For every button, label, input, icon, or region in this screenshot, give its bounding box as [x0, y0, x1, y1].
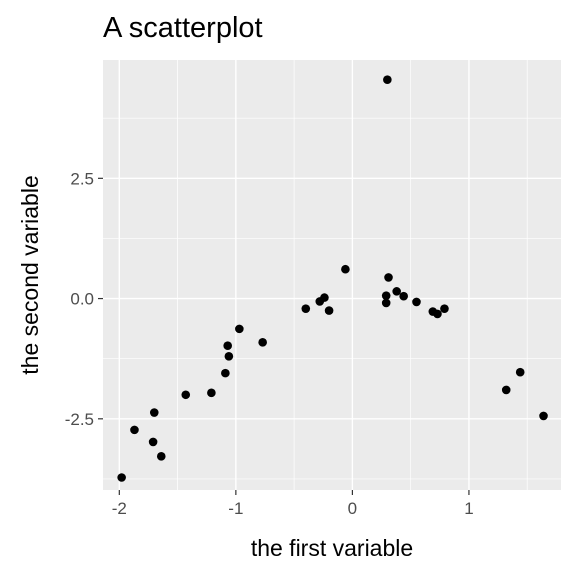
data-point [381, 291, 391, 300]
x-tick-label: -2 [112, 499, 127, 518]
y-axis: -2.5 0.0 2.5 [65, 169, 103, 429]
y-axis-title: the second variable [17, 175, 43, 374]
data-point [235, 324, 244, 334]
data-point [324, 306, 334, 315]
data-point [207, 388, 216, 398]
x-tick-label: -1 [228, 499, 243, 518]
data-point [156, 452, 166, 461]
data-point [258, 338, 267, 347]
data-point [301, 304, 311, 313]
y-tick-label: 2.5 [70, 169, 94, 188]
data-points [117, 75, 548, 482]
y-tick-label: -2.5 [65, 410, 94, 429]
x-axis-title: the first variable [251, 535, 413, 561]
major-gridlines [103, 60, 561, 490]
x-axis: -2 -1 0 1 [112, 490, 474, 518]
data-point [341, 264, 350, 274]
data-point [148, 437, 158, 447]
data-point [399, 291, 408, 301]
data-point [440, 304, 449, 313]
data-point [515, 367, 525, 377]
data-point [181, 390, 191, 400]
chart-title: A scatterplot [103, 12, 263, 44]
data-point [381, 298, 391, 308]
x-tick-label: 0 [348, 499, 357, 518]
data-point [392, 287, 401, 296]
minor-gridlines [103, 60, 561, 490]
plot-panel [103, 60, 561, 490]
data-point [224, 351, 234, 361]
data-point [383, 75, 392, 85]
data-point [149, 408, 159, 417]
data-point [320, 293, 329, 302]
data-point [433, 309, 442, 319]
x-tick-label: 1 [464, 499, 473, 518]
data-point [501, 385, 511, 395]
y-tick-label: 0.0 [70, 290, 94, 309]
data-point [221, 368, 230, 378]
data-point [384, 273, 393, 282]
data-point [223, 341, 232, 351]
data-point [412, 297, 421, 307]
data-point [117, 473, 126, 482]
data-point [539, 411, 548, 421]
data-point [130, 425, 139, 435]
